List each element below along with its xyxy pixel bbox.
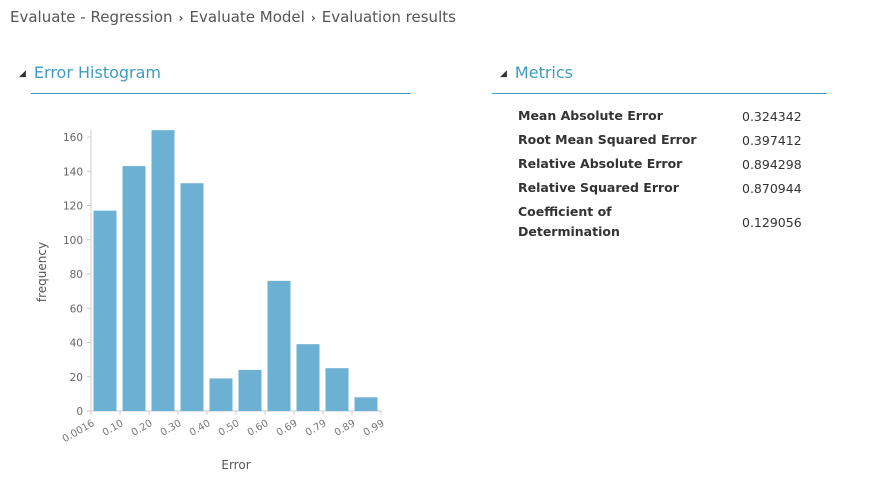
breadcrumb-item[interactable]: Evaluate Model	[189, 8, 305, 26]
metric-value: 0.894298	[742, 156, 802, 172]
metric-value: 0.870944	[742, 180, 802, 196]
divider	[492, 93, 827, 94]
y-tick-label: 100	[63, 235, 83, 247]
histogram-bar	[296, 344, 320, 411]
x-tick-label: 0.30	[159, 418, 184, 439]
histogram-bar	[209, 378, 233, 411]
metric-value: 0.324342	[742, 108, 802, 124]
section-title: Error Histogram	[33, 63, 162, 82]
collapse-triangle-icon[interactable]: ◢	[19, 69, 26, 79]
histogram-bar	[151, 130, 175, 411]
metric-row: Mean Absolute Error 0.324342	[518, 104, 802, 128]
x-tick-label: 0.79	[304, 418, 329, 439]
metric-label: Coefficient of Determination	[518, 204, 620, 239]
metric-label: Relative Absolute Error	[518, 156, 683, 171]
histogram-bar	[267, 280, 291, 411]
chevron-right-icon: ›	[310, 11, 316, 25]
y-tick-label: 120	[63, 201, 83, 213]
histogram-bar	[238, 369, 262, 411]
metric-row: Root Mean Squared Error 0.397412	[518, 128, 802, 152]
metric-label: Relative Squared Error	[518, 180, 679, 195]
metrics-table: Mean Absolute Error 0.324342 Root Mean Squ…	[518, 104, 802, 244]
histogram-bar	[354, 397, 378, 411]
x-tick-label: 0.0016	[61, 418, 97, 445]
y-tick-label: 0	[76, 406, 83, 418]
x-tick-label: 0.40	[188, 418, 213, 439]
y-tick-label: 160	[63, 132, 83, 144]
breadcrumb-item[interactable]: Evaluate - Regression	[10, 8, 173, 26]
x-tick-label: 0.69	[275, 418, 300, 439]
x-tick-label: 0.20	[130, 418, 155, 439]
y-tick-label: 140	[63, 166, 83, 178]
chevron-right-icon: ›	[178, 11, 184, 25]
histogram-bar	[325, 368, 349, 411]
collapse-triangle-icon[interactable]: ◢	[500, 69, 507, 79]
metric-label: Mean Absolute Error	[518, 108, 663, 123]
section-title: Metrics	[514, 63, 573, 82]
breadcrumb-item: Evaluation results	[321, 8, 456, 26]
x-tick-label: 0.89	[333, 418, 358, 439]
y-tick-label: 20	[70, 372, 83, 384]
histogram-section-header[interactable]: ◢ Error Histogram	[19, 63, 161, 82]
metric-row: Relative Squared Error 0.870944	[518, 176, 802, 200]
metric-row: Relative Absolute Error 0.894298	[518, 152, 802, 176]
x-tick-label: 0.50	[217, 418, 242, 439]
metrics-section-header[interactable]: ◢ Metrics	[500, 63, 573, 82]
histogram-bar	[122, 166, 146, 411]
metric-value: 0.129056	[742, 214, 802, 230]
y-tick-label: 80	[70, 269, 83, 281]
x-tick-label: 0.10	[101, 418, 126, 439]
metric-row: Coefficient of Determination 0.129056	[518, 200, 802, 244]
x-axis-title: Error	[221, 458, 250, 472]
histogram-bar	[180, 183, 204, 411]
y-tick-label: 60	[70, 303, 83, 315]
x-tick-label: 0.99	[362, 418, 387, 439]
metric-value: 0.397412	[742, 132, 802, 148]
histogram-bar	[93, 210, 117, 411]
y-tick-label: 40	[70, 338, 83, 350]
breadcrumb: Evaluate - Regression › Evaluate Model › Eva…	[10, 8, 456, 26]
y-axis-title: frequency	[35, 242, 49, 302]
divider	[31, 93, 411, 94]
x-tick-label: 0.60	[246, 418, 271, 439]
metric-label: Root Mean Squared Error	[518, 132, 697, 147]
